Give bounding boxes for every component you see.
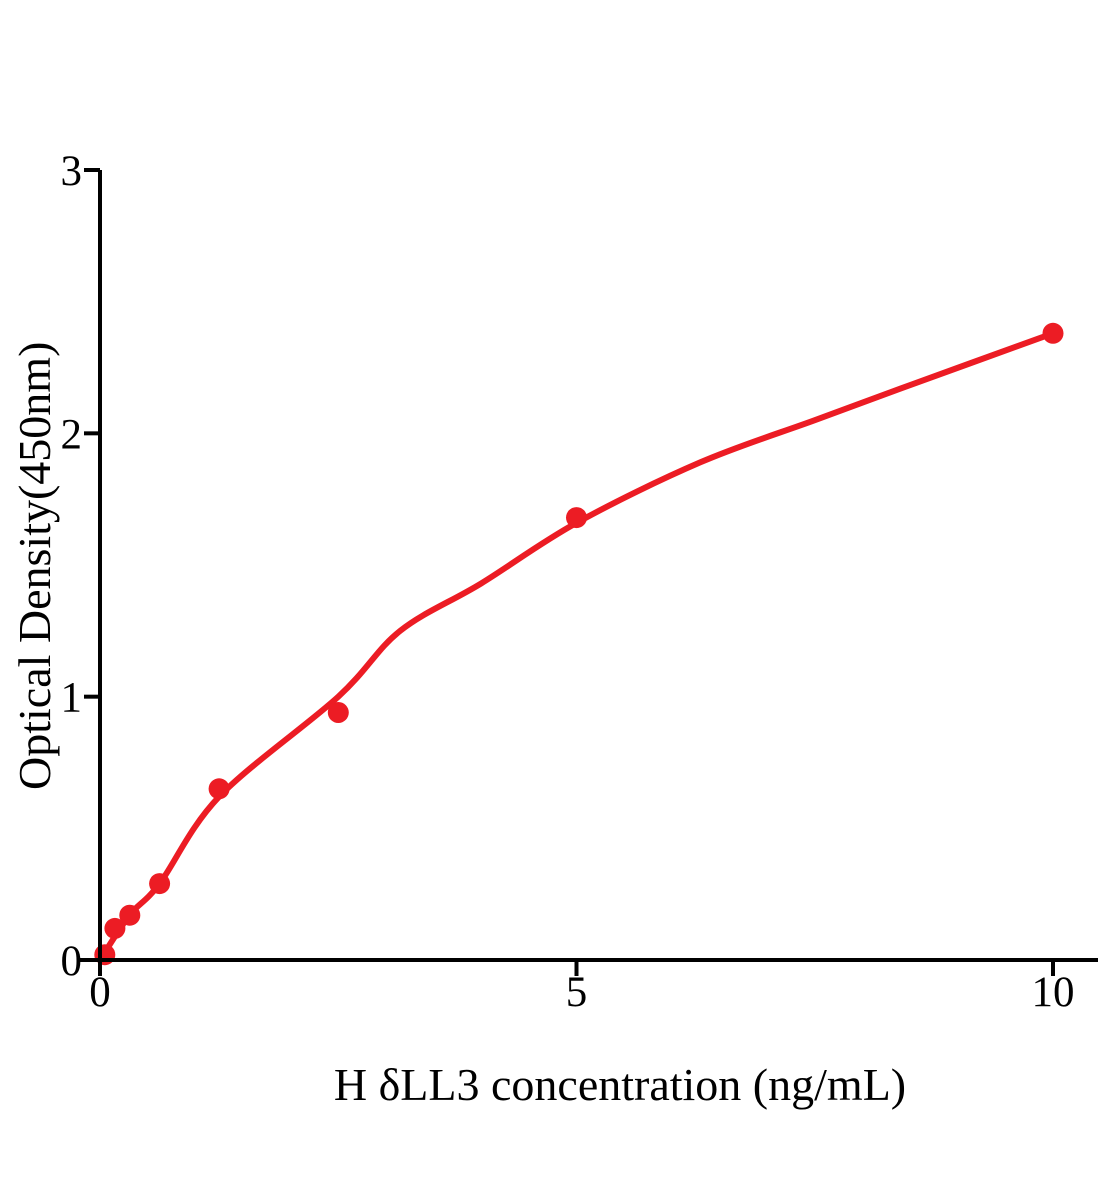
x-tick-label: 5 [566, 969, 588, 1016]
data-point [208, 778, 230, 800]
y-axis-title: Optical Density(450nm) [9, 341, 60, 791]
data-point [94, 944, 116, 966]
data-point [1042, 322, 1064, 344]
y-tick-label: 2 [61, 411, 83, 458]
data-point [149, 873, 171, 895]
y-tick-label: 3 [61, 148, 83, 195]
x-tick-label: 0 [89, 969, 111, 1016]
x-tick-label: 10 [1032, 969, 1075, 1016]
data-point [104, 917, 126, 939]
data-point [119, 904, 141, 926]
x-axis-title: H δLL3 concentration (ng/mL) [333, 1059, 907, 1110]
fit-curve [97, 330, 1055, 962]
y-tick-label: 1 [61, 675, 83, 722]
data-point [327, 702, 349, 723]
y-tick-label: 0 [61, 938, 83, 985]
data-point [566, 507, 587, 529]
